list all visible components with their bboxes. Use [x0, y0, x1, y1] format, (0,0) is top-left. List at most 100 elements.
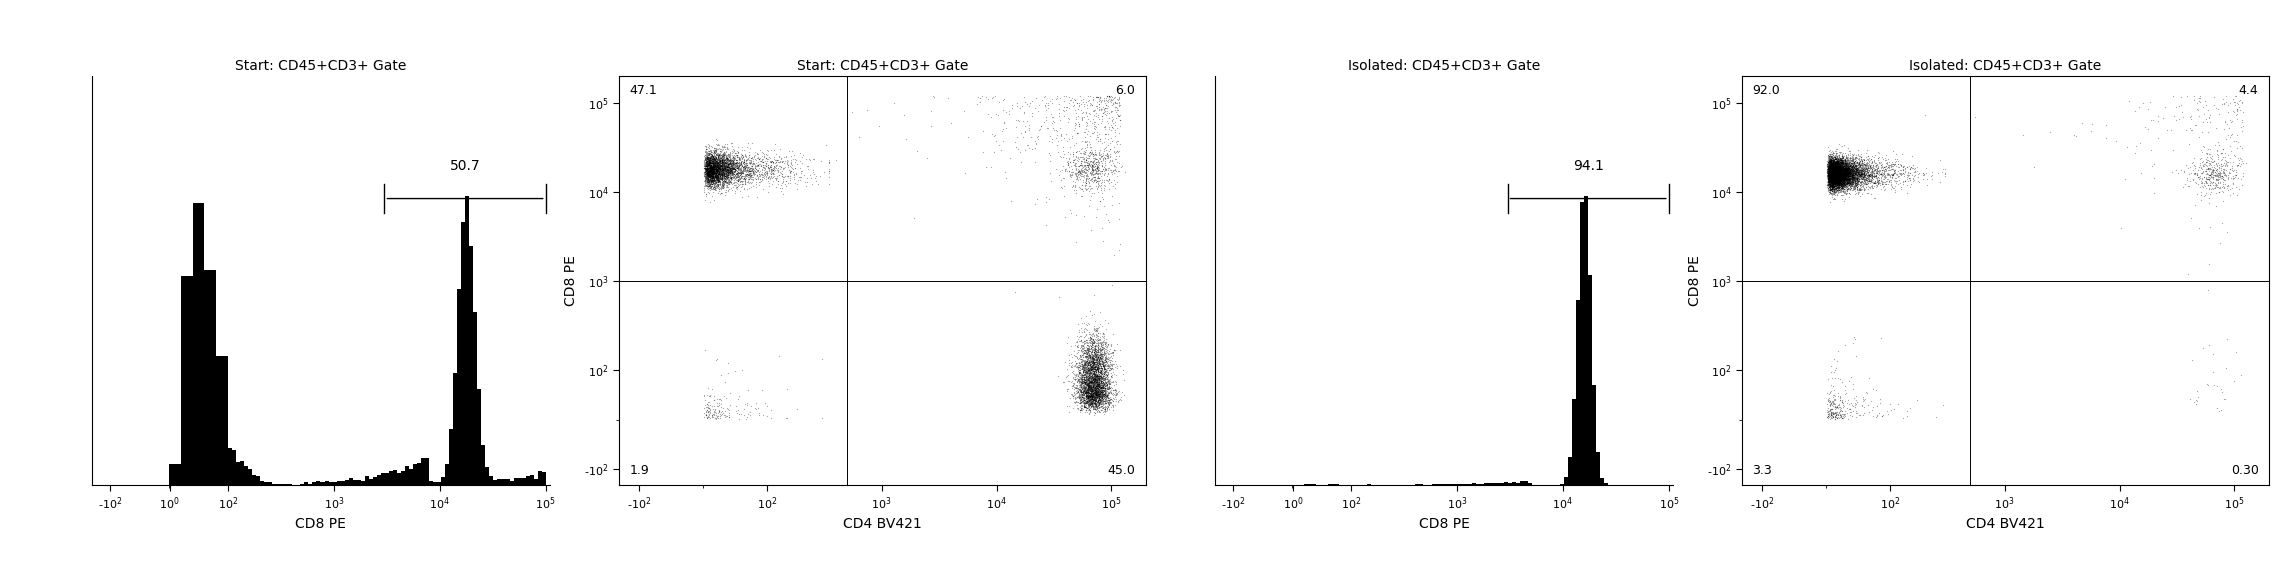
Point	[1822, 179, 1859, 189]
Point	[1811, 175, 1847, 185]
Point	[699, 162, 736, 171]
Point	[692, 411, 729, 420]
Point	[1066, 380, 1102, 390]
Point	[1827, 164, 1863, 173]
Point	[1093, 100, 1130, 109]
Point	[706, 156, 743, 165]
Point	[1820, 164, 1857, 173]
Point	[708, 170, 745, 179]
Point	[1822, 171, 1859, 180]
Point	[1066, 371, 1102, 380]
Point	[1831, 183, 1868, 192]
Point	[1084, 385, 1121, 395]
Point	[1813, 172, 1850, 182]
Point	[1815, 394, 1852, 404]
Point	[1070, 339, 1107, 348]
Point	[694, 175, 731, 185]
Point	[1820, 165, 1857, 175]
Point	[1857, 165, 1893, 175]
Point	[1811, 169, 1847, 179]
Point	[1813, 172, 1850, 181]
Point	[694, 161, 731, 170]
Point	[1086, 357, 1123, 367]
Point	[1818, 173, 1854, 182]
Point	[708, 168, 745, 177]
Point	[1811, 171, 1847, 180]
Point	[2198, 172, 2235, 181]
Point	[688, 157, 724, 166]
Point	[1082, 392, 1118, 401]
Point	[2198, 179, 2235, 189]
Point	[1824, 173, 1861, 182]
Point	[1075, 395, 1112, 405]
Point	[694, 164, 731, 173]
Point	[690, 173, 727, 182]
Point	[1813, 173, 1850, 182]
Point	[1082, 382, 1118, 391]
Point	[1836, 173, 1873, 182]
Point	[1080, 385, 1116, 394]
Point	[1820, 157, 1857, 166]
Point	[1820, 164, 1857, 173]
Point	[1820, 169, 1857, 178]
Point	[1820, 172, 1857, 181]
Point	[1063, 168, 1100, 177]
Point	[1818, 158, 1854, 167]
Point	[1815, 189, 1852, 199]
Point	[1845, 175, 1882, 184]
Point	[1831, 165, 1868, 175]
Point	[1818, 155, 1854, 165]
Point	[1845, 171, 1882, 180]
Point	[1077, 387, 1114, 397]
Point	[1859, 177, 1895, 186]
Point	[2219, 114, 2255, 123]
Point	[1820, 169, 1857, 178]
Point	[706, 150, 743, 159]
Point	[688, 166, 724, 176]
Point	[1843, 180, 1879, 189]
Point	[1836, 173, 1873, 182]
Point	[704, 169, 740, 179]
Point	[699, 176, 736, 186]
Point	[1086, 143, 1123, 152]
Point	[1075, 166, 1112, 175]
Point	[1070, 391, 1107, 401]
Point	[1818, 170, 1854, 179]
Point	[697, 169, 733, 179]
Point	[1820, 171, 1857, 180]
Point	[1063, 373, 1100, 383]
Point	[708, 175, 745, 185]
Point	[1820, 177, 1857, 186]
Point	[688, 161, 724, 170]
Point	[1089, 401, 1125, 411]
Point	[1815, 169, 1852, 178]
Point	[1813, 184, 1850, 193]
Point	[1100, 98, 1137, 107]
Point	[1875, 166, 1912, 175]
Point	[2198, 159, 2235, 168]
Point	[1811, 188, 1847, 197]
Point	[1813, 153, 1850, 162]
Point	[704, 154, 740, 163]
Point	[1827, 168, 1863, 178]
Point	[1070, 394, 1107, 404]
Point	[715, 158, 752, 168]
Point	[1827, 169, 1863, 179]
Point	[1886, 176, 1923, 185]
Point	[1811, 163, 1847, 172]
Point	[2184, 166, 2221, 176]
Point	[1813, 156, 1850, 165]
Point	[1838, 170, 1875, 179]
Point	[1820, 171, 1857, 180]
Point	[1818, 166, 1854, 176]
Point	[1815, 166, 1852, 176]
Point	[995, 100, 1031, 110]
Point	[701, 162, 738, 171]
Point	[1082, 367, 1118, 377]
Point	[1834, 164, 1870, 173]
Point	[1822, 167, 1859, 176]
Point	[2196, 184, 2232, 193]
Point	[1831, 162, 1868, 172]
Point	[1840, 159, 1877, 169]
Point	[1815, 164, 1852, 173]
